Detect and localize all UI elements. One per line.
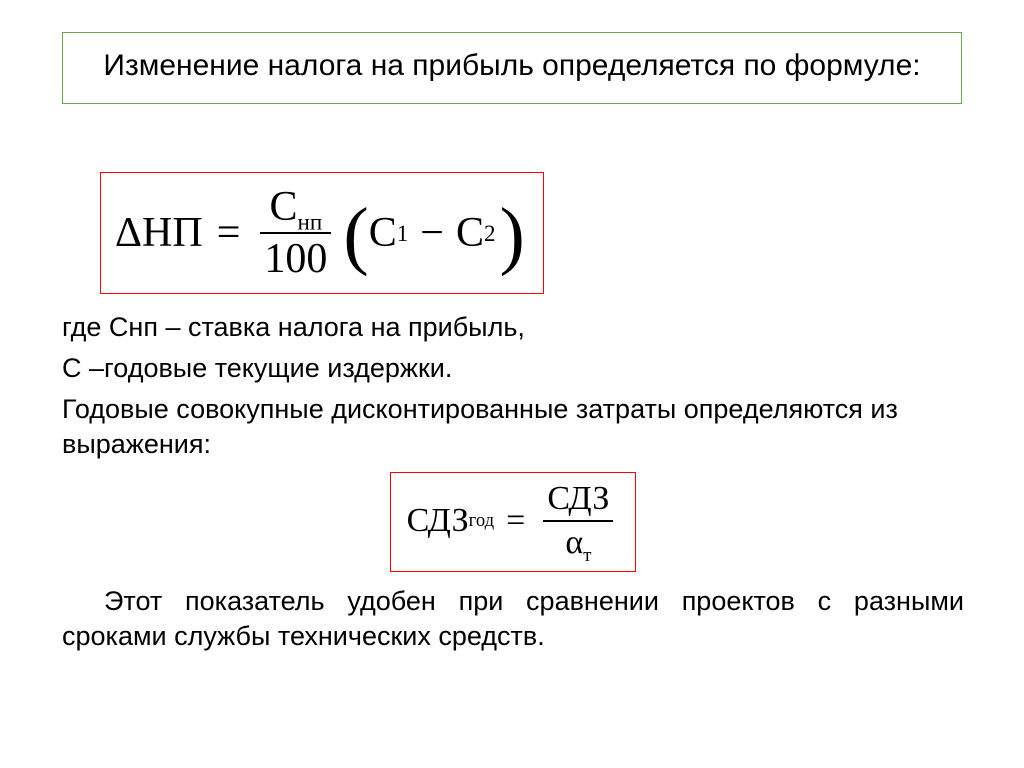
formula-sdz-holder: СДЗгод = СДЗ αт bbox=[62, 472, 964, 571]
formula-sdz-frame: СДЗгод = СДЗ αт bbox=[390, 472, 637, 571]
formula-sdz: СДЗгод = СДЗ αт bbox=[407, 481, 620, 560]
c1-base: С bbox=[369, 209, 397, 257]
formula-delta-np: Δ НП = Снп 100 ( С1 − С2 ) bbox=[115, 185, 525, 281]
left-paren: ( bbox=[343, 205, 368, 266]
lead-in-sdz: Годовые совокупные дисконтированные затр… bbox=[62, 392, 964, 462]
num-sub-np: нп bbox=[298, 208, 323, 234]
alpha-symbol: α bbox=[565, 524, 583, 561]
sdz-den: αт bbox=[561, 525, 595, 561]
delta-symbol: Δ bbox=[115, 209, 142, 257]
formula-delta-np-frame: Δ НП = Снп 100 ( С1 − С2 ) bbox=[100, 172, 544, 294]
definition-snp: где Снп – ставка налога на прибыль, bbox=[62, 310, 964, 345]
fraction-bar bbox=[260, 232, 331, 234]
num-c: С bbox=[270, 184, 298, 230]
definition-c: С –годовые текущие издержки. bbox=[62, 351, 964, 386]
equals-sign-2: = bbox=[506, 499, 525, 543]
lhs-np: НП bbox=[142, 209, 203, 257]
fraction-bar-2 bbox=[543, 520, 613, 522]
body-text: где Снп – ставка налога на прибыль, С –г… bbox=[62, 310, 964, 660]
equals-sign: = bbox=[217, 209, 241, 257]
fraction-sdz: СДЗ αт bbox=[543, 481, 613, 560]
title-frame: Изменение налога на прибыль определяется… bbox=[62, 32, 962, 104]
fraction-numerator: Снп bbox=[266, 185, 327, 229]
slide-title: Изменение налога на прибыль определяется… bbox=[77, 47, 947, 85]
c2-base: С bbox=[456, 209, 484, 257]
alpha-sub-t: т bbox=[583, 545, 591, 566]
fraction-denominator: 100 bbox=[260, 237, 331, 281]
fraction-snp-100: Снп 100 bbox=[260, 185, 331, 281]
minus-sign: − bbox=[420, 209, 444, 257]
sdz-lhs-base: СДЗ bbox=[407, 499, 469, 543]
right-paren: ) bbox=[500, 205, 525, 266]
concluding-paragraph: Этот показатель удобен при сравнении про… bbox=[62, 584, 964, 654]
sdz-num: СДЗ bbox=[543, 481, 613, 517]
